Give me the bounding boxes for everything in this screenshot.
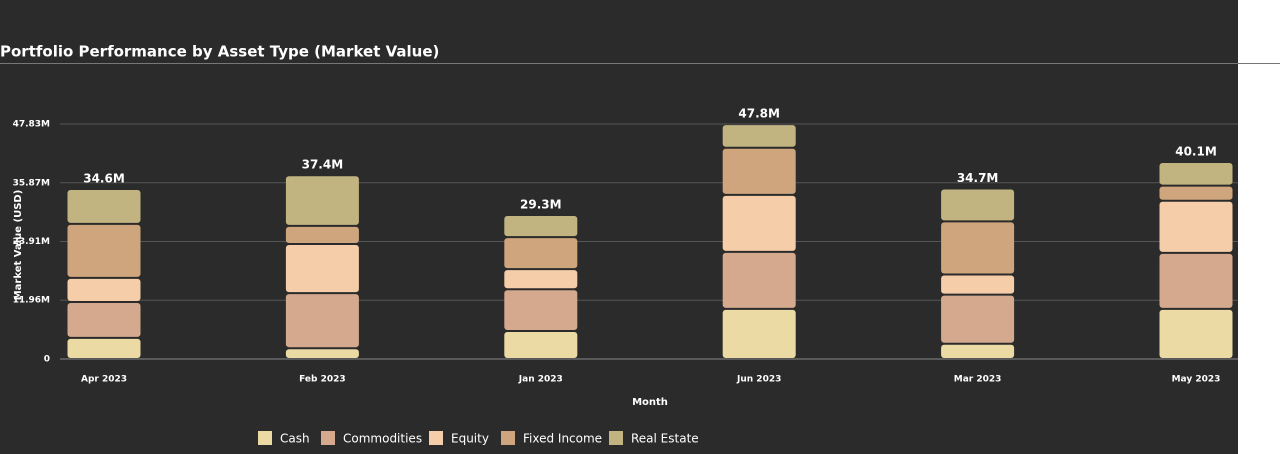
legend-swatch (609, 431, 623, 445)
bar-segment (722, 309, 796, 358)
x-tick-label: Jun 2023 (736, 375, 781, 385)
bar-segment (1159, 201, 1233, 252)
bar-segment (1159, 253, 1233, 308)
bar-segment (285, 245, 359, 293)
legend-swatch (321, 431, 335, 445)
bar-segment (1159, 162, 1233, 185)
bar-segment (1159, 309, 1233, 358)
bar-segment (1159, 186, 1233, 200)
total-label: 34.7M (957, 171, 999, 185)
x-tick-label: Mar 2023 (954, 375, 1002, 385)
bar-segment (285, 176, 359, 225)
chart-title: Portfolio Performance by Asset Type (Mar… (0, 43, 439, 61)
y-tick-label: 47.83M (13, 120, 50, 130)
bar-segment (67, 224, 141, 277)
bar-segment (504, 216, 578, 237)
legend-swatch (501, 431, 515, 445)
bar-segment (941, 222, 1015, 274)
bar-segment (67, 338, 141, 358)
legend-label: Real Estate (631, 432, 699, 446)
bar-segment (285, 226, 359, 244)
total-label: 34.6M (83, 172, 125, 186)
bar-segment (941, 295, 1015, 343)
bar-segment (285, 294, 359, 348)
x-tick-label: Feb 2023 (299, 375, 346, 385)
legend-swatch (258, 431, 272, 445)
legend-label: Fixed Income (523, 432, 602, 446)
legend-label: Cash (280, 432, 310, 446)
bar-segment (504, 238, 578, 269)
x-tick-label: May 2023 (1172, 375, 1221, 385)
bar-segment (67, 303, 141, 337)
total-label: 47.8M (738, 107, 780, 121)
x-tick-label: Apr 2023 (81, 375, 127, 385)
bar-segment (67, 190, 141, 223)
y-axis-label: Market Value (USD) (13, 190, 24, 301)
bar-segment (941, 344, 1015, 358)
total-label: 37.4M (302, 158, 344, 172)
bar-segment (504, 331, 578, 358)
bar-segment (722, 252, 796, 308)
total-label: 40.1M (1175, 144, 1217, 158)
legend-label: Equity (451, 432, 489, 446)
x-tick-label: Jan 2023 (518, 375, 563, 385)
bar-segment (941, 275, 1015, 294)
y-tick-label: 0 (44, 355, 50, 365)
legend-label: Commodities (343, 432, 422, 446)
bar-segment (941, 189, 1015, 221)
x-axis-label: Month (632, 397, 668, 408)
bar-segment (67, 278, 141, 302)
total-label: 29.3M (520, 198, 562, 212)
bar-segment (722, 195, 796, 251)
bar-segment (722, 125, 796, 147)
legend-swatch (429, 431, 443, 445)
bar-segment (285, 349, 359, 358)
background (0, 0, 1238, 454)
bar-segment (504, 270, 578, 289)
y-tick-label: 35.87M (13, 178, 50, 188)
y-tick-label: 11.96M (13, 296, 50, 306)
bar-segment (504, 290, 578, 330)
y-tick-label: 23.91M (13, 237, 50, 247)
bar-segment (722, 148, 796, 194)
